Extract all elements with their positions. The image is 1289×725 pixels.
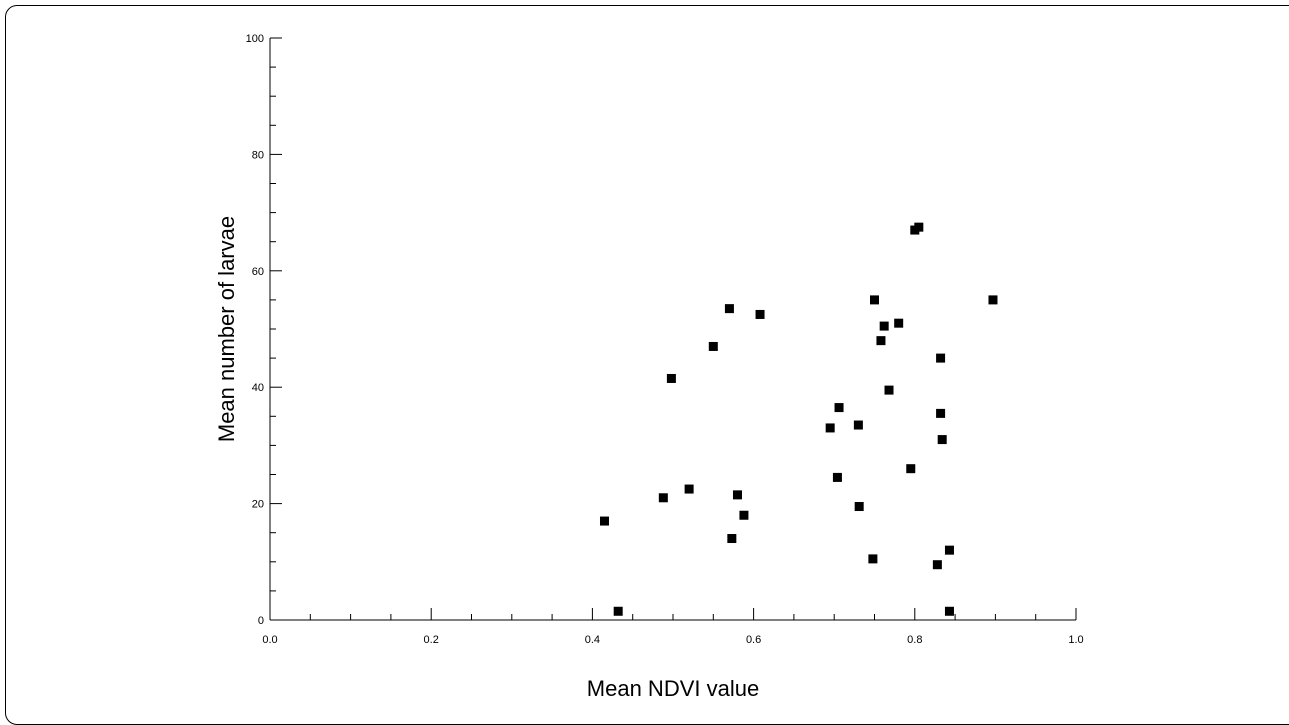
data-point (834, 403, 844, 413)
x-tick-label: 0.2 (424, 634, 439, 646)
data-point (936, 408, 946, 418)
data-point (853, 420, 863, 430)
y-tick-label: 80 (252, 149, 264, 161)
data-point (884, 385, 894, 395)
data-point (944, 606, 954, 616)
data-point (868, 554, 878, 564)
data-point (854, 502, 864, 512)
axes: 0.0 0.2 0.4 0.6 0.8 1.0 0 20 40 60 80 100 (246, 33, 1084, 646)
data-point (906, 464, 916, 474)
data-point (870, 295, 879, 305)
data-point (755, 309, 765, 319)
data-point (876, 336, 886, 346)
data-point (937, 435, 947, 445)
data-point (894, 318, 904, 328)
data-point (914, 222, 924, 232)
data-point (708, 341, 718, 351)
data-point (724, 304, 734, 314)
data-point (832, 472, 842, 482)
data-point (727, 534, 737, 544)
y-tick-label: 40 (252, 382, 264, 394)
data-point (936, 353, 946, 363)
data-point (944, 545, 954, 555)
data-point (739, 510, 749, 520)
data-point (988, 295, 998, 305)
data-point (666, 373, 676, 383)
y-tick-label: 100 (246, 33, 264, 45)
data-point (613, 606, 623, 616)
x-tick-label: 1.0 (1068, 634, 1083, 646)
x-axis-title: Mean NDVI value (587, 676, 759, 701)
data-point (825, 423, 835, 433)
y-tick-label: 20 (252, 499, 264, 511)
y-axis-title: Mean number of larvae (214, 216, 239, 442)
data-point (732, 490, 742, 500)
data-point (932, 560, 942, 570)
x-tick-label: 0.6 (746, 634, 761, 646)
data-point (658, 493, 668, 503)
y-tick-label: 0 (258, 615, 264, 627)
x-tick-label: 0.0 (262, 634, 277, 646)
data-point (599, 516, 609, 526)
y-tick-label: 60 (252, 266, 264, 278)
data-points (599, 222, 998, 616)
data-point (684, 484, 694, 494)
data-point (879, 321, 889, 331)
scatter-chart: 0.0 0.2 0.4 0.6 0.8 1.0 0 20 40 60 80 100 Mean NDVI… (214, 33, 1084, 701)
x-tick-label: 0.4 (585, 634, 600, 646)
x-tick-label: 0.8 (907, 634, 922, 646)
